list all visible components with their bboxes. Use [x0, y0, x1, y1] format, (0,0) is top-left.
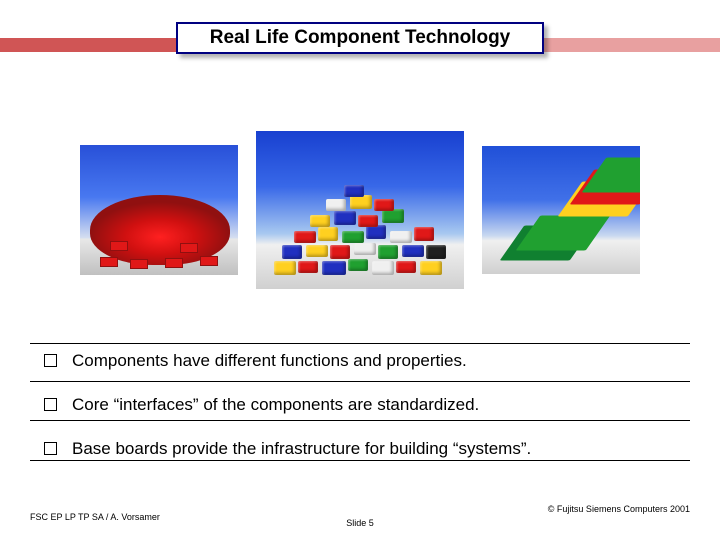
- image-baseplates: [482, 146, 640, 274]
- slide-title: Real Life Component Technology: [210, 27, 511, 49]
- image-multicolor-bricks: [256, 131, 464, 289]
- footer-copyright: © Fujitsu Siemens Computers 2001: [548, 504, 690, 514]
- bullet-item: Base boards provide the infrastructure f…: [44, 438, 676, 460]
- images-row: [80, 130, 640, 290]
- bullet-list: Components have different functions and …: [44, 350, 676, 482]
- title-box: Real Life Component Technology: [176, 22, 544, 54]
- divider: [30, 343, 690, 344]
- bullet-item: Core “interfaces” of the components are …: [44, 394, 676, 416]
- image-red-bricks: [80, 145, 238, 275]
- accent-bar-inner: [0, 38, 176, 52]
- bullet-item: Components have different functions and …: [44, 350, 676, 372]
- footer-author: FSC EP LP TP SA / A. Vorsamer: [30, 512, 160, 522]
- footer-slide-number: Slide 5: [346, 518, 374, 528]
